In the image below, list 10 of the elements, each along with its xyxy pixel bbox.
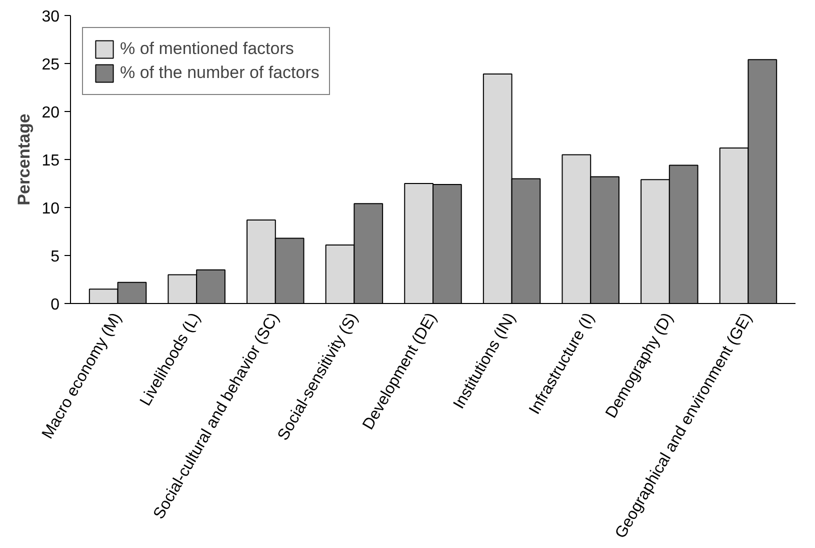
y-axis-title: Percentage: [14, 114, 34, 206]
y-tick-label: 0: [50, 296, 60, 314]
y-tick-label: 5: [50, 248, 60, 266]
y-tick-label: 20: [42, 104, 60, 122]
legend-label: % of the number of factors: [120, 63, 320, 83]
y-tick-label: 25: [42, 56, 60, 74]
y-tick-label: 30: [42, 8, 60, 26]
y-tick-label: 15: [42, 152, 60, 170]
legend-label: % of mentioned factors: [120, 39, 294, 59]
y-tick-label: 10: [42, 200, 60, 218]
